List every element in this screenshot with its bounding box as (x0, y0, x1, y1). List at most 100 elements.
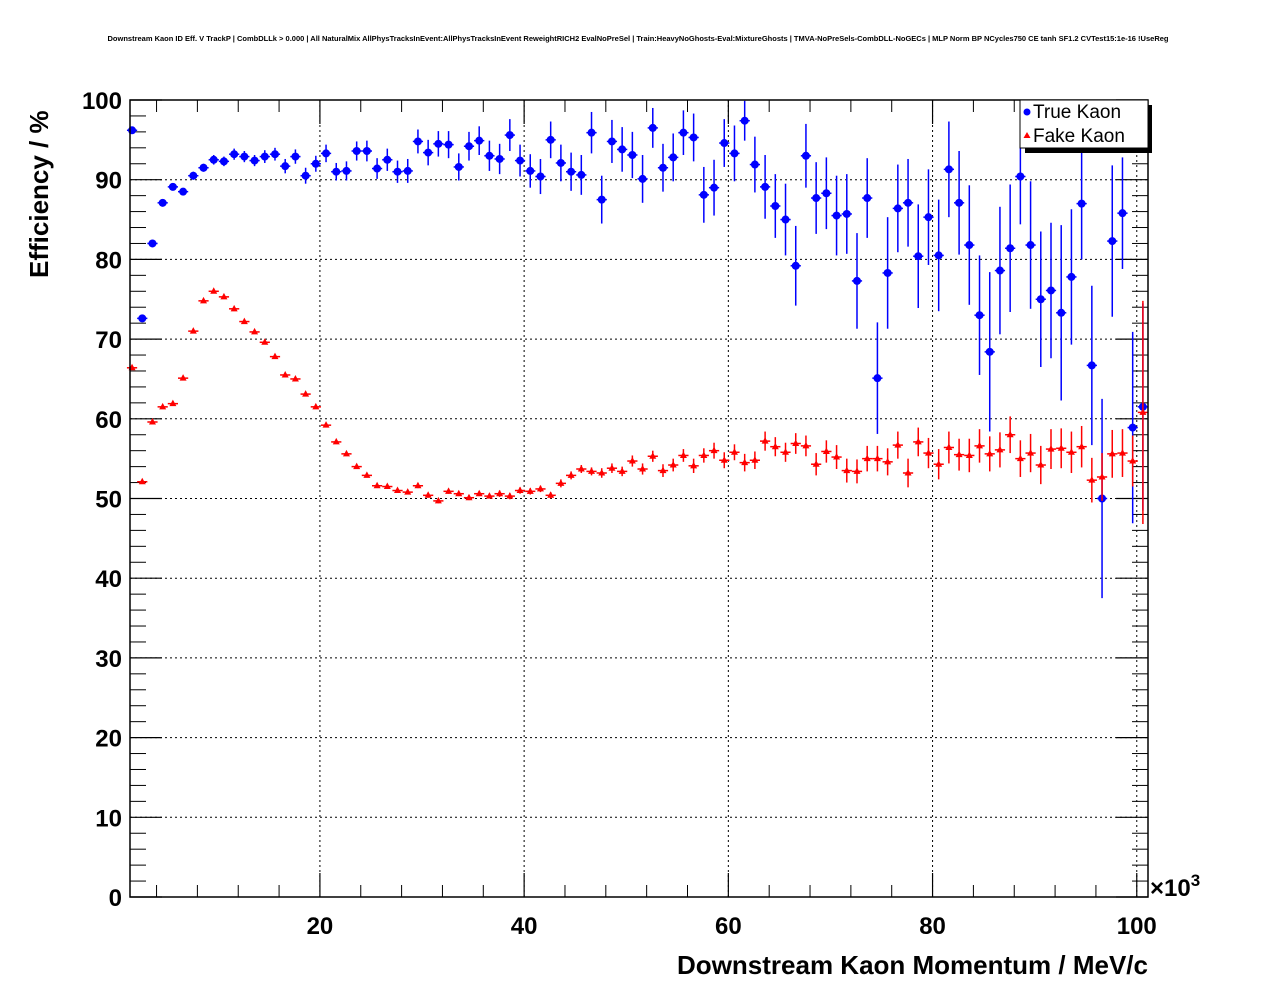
data-point (710, 183, 719, 192)
data-point (792, 439, 800, 447)
x-tick-label: 40 (511, 913, 538, 940)
data-point (955, 450, 963, 458)
data-point (751, 456, 759, 463)
data-point (301, 171, 310, 180)
data-point (536, 484, 544, 492)
data-point (322, 149, 331, 158)
data-point (577, 170, 586, 179)
data-point (649, 452, 657, 459)
data-point (638, 174, 647, 183)
data-point (720, 456, 728, 463)
data-point (761, 182, 770, 191)
data-point (669, 461, 677, 468)
data-point (884, 457, 892, 465)
x-axis-label: Downstream Kaon Momentum / MeV/c (677, 950, 1148, 980)
data-point (342, 449, 350, 457)
data-point (1006, 244, 1015, 253)
data-point (791, 261, 800, 270)
legend-label-true-kaon: True Kaon (1033, 102, 1121, 123)
data-point (822, 447, 830, 454)
data-point (454, 162, 463, 171)
data-point (730, 149, 739, 158)
data-point (179, 374, 187, 381)
data-point (200, 296, 208, 304)
data-point (526, 487, 534, 494)
data-point (413, 137, 422, 146)
data-point (863, 454, 871, 462)
data-point (801, 151, 810, 160)
data-point (383, 482, 391, 490)
data-point (240, 317, 248, 325)
data-point (383, 155, 392, 164)
data-point (311, 159, 320, 168)
data-point (944, 165, 953, 174)
data-point (782, 448, 790, 455)
data-point (312, 402, 320, 410)
y-tick-label: 50 (95, 487, 122, 514)
x-tick-label: 100 (1117, 913, 1157, 940)
data-point (607, 137, 616, 146)
legend-marker-fake-kaon (1023, 132, 1031, 138)
data-point (1088, 476, 1096, 483)
data-point (648, 123, 657, 132)
data-point (179, 187, 188, 196)
data-point (587, 128, 596, 137)
data-point (761, 437, 769, 444)
data-point (220, 292, 228, 300)
data-point (842, 209, 851, 218)
data-point (434, 139, 443, 148)
data-point (1087, 361, 1096, 370)
data-point (904, 468, 912, 476)
y-tick-label: 10 (95, 805, 122, 832)
data-point (659, 466, 667, 474)
data-point (505, 131, 514, 140)
y-tick-label: 90 (95, 168, 122, 195)
series-true-kaon (126, 100, 1148, 599)
data-point (291, 152, 300, 161)
data-point (138, 314, 147, 323)
data-point (914, 437, 922, 445)
data-point (403, 166, 412, 175)
data-point (362, 147, 371, 156)
data-point (945, 443, 953, 450)
data-point (689, 133, 698, 142)
y-tick-label: 20 (95, 726, 122, 753)
data-point (1036, 295, 1045, 304)
data-point (209, 155, 218, 164)
data-point (1118, 449, 1126, 456)
data-point (270, 150, 279, 159)
data-point (352, 147, 361, 156)
data-point (148, 239, 157, 248)
x-multiplier: ×103 (1150, 871, 1200, 902)
data-point (894, 441, 902, 448)
y-tick-label: 0 (109, 885, 122, 912)
data-point (863, 194, 872, 203)
data-point (1067, 272, 1076, 281)
tick-labels: 0 10 20 30 40 50 60 70 80 90 100 20 40 60 80 100 (82, 88, 1157, 940)
data-point (1139, 408, 1147, 415)
data-point (976, 441, 984, 449)
data-point (1098, 472, 1106, 480)
data-point (373, 164, 382, 173)
data-point (812, 194, 821, 203)
x-tick-label: 80 (919, 913, 946, 940)
y-tick-label: 80 (95, 247, 122, 274)
data-point (353, 462, 361, 470)
data-point (873, 374, 882, 383)
data-point (577, 465, 585, 472)
data-point (536, 172, 545, 181)
data-point (291, 374, 299, 382)
data-point (281, 162, 290, 171)
data-point (700, 451, 708, 458)
data-point (516, 156, 525, 165)
data-point (690, 461, 698, 469)
data-point (832, 211, 841, 220)
y-tick-label: 70 (95, 327, 122, 354)
x-tick-label: 20 (307, 913, 334, 940)
data-point (189, 171, 198, 180)
data-point (608, 464, 616, 471)
data-point (699, 190, 708, 199)
data-point (1037, 461, 1045, 468)
data-point (658, 163, 667, 172)
